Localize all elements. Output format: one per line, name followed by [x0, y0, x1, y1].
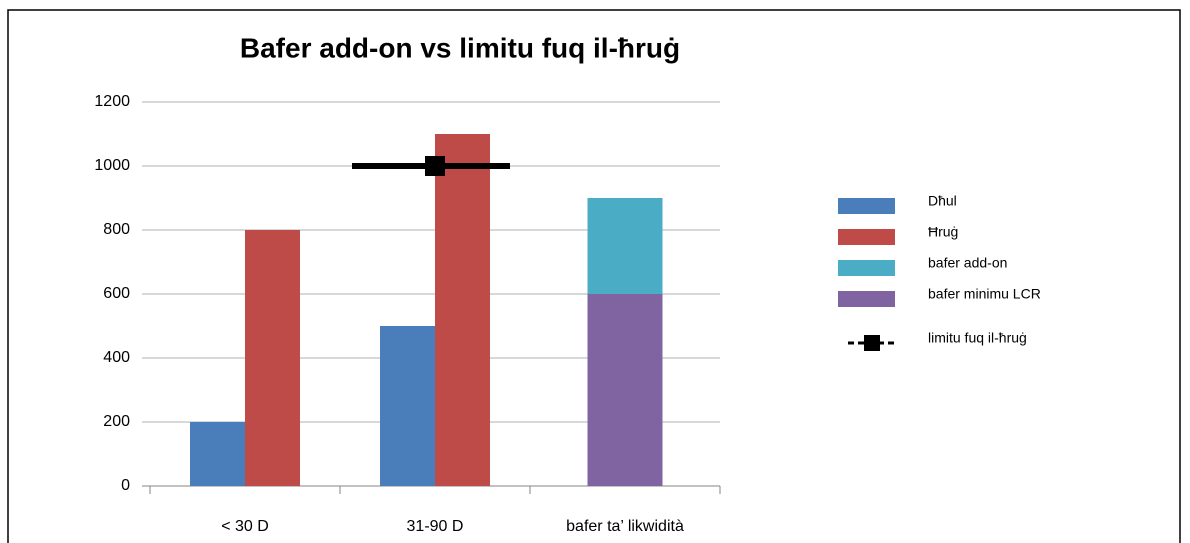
stacked-bar: [587, 198, 663, 294]
bar: [190, 422, 245, 486]
legend-label: bafer minimu LCR: [928, 286, 1041, 302]
legend-swatch: [838, 260, 895, 276]
legend-swatch: [864, 335, 880, 351]
legend-swatch: [838, 291, 895, 307]
y-tick-label: 400: [103, 349, 130, 366]
y-tick-label: 800: [103, 221, 130, 238]
x-tick-label: bafer ta’ likwidità: [566, 518, 684, 535]
x-tick-label: 31-90 D: [407, 518, 464, 535]
legend-swatch: [838, 229, 895, 245]
limit-marker: [425, 156, 445, 176]
legend: Dħul Ħruġ bafer add-on bafer minimu LCR limi…: [838, 193, 1041, 351]
legend-swatch: [838, 198, 895, 214]
bar: [380, 326, 435, 486]
y-tick-label: 1200: [94, 93, 130, 110]
legend-label: bafer add-on: [928, 255, 1007, 271]
bar: [435, 134, 490, 486]
legend-label: Dħul: [928, 193, 957, 209]
x-tick-label: < 30 D: [221, 518, 269, 535]
y-tick-label: 1000: [94, 157, 130, 174]
frame: [7, 9, 1181, 543]
chart-title: Bafer add-on vs limitu fuq il-ħruġ: [240, 32, 680, 63]
legend-label: limitu fuq il-ħruġ: [928, 330, 1027, 346]
stacked-bar: [587, 294, 663, 486]
y-tick-label: 0: [121, 477, 130, 494]
y-tick-label: 200: [103, 413, 130, 430]
y-tick-label: 600: [103, 285, 130, 302]
legend-label: Ħruġ: [928, 224, 958, 240]
bar: [245, 230, 300, 486]
